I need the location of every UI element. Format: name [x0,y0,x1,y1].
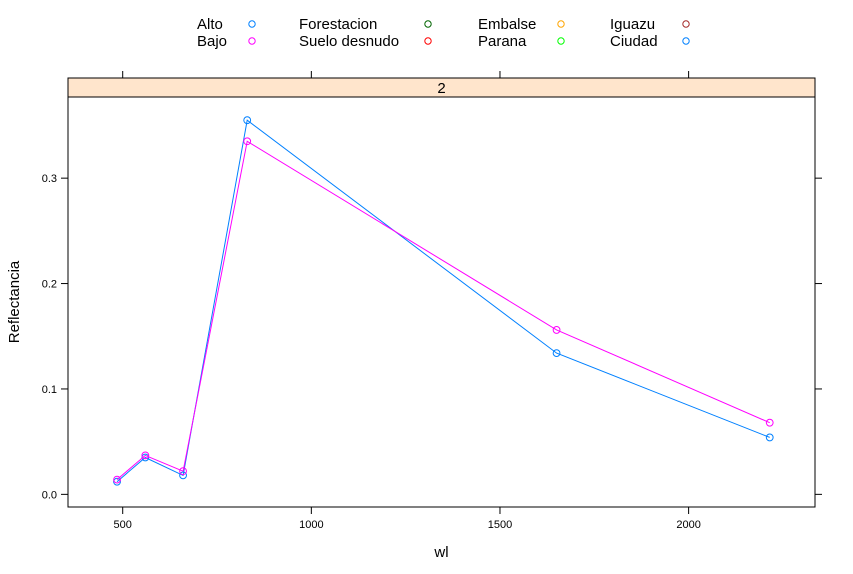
data-point-alto [765,433,774,442]
x-tick-label: 500 [114,519,132,531]
y-tick-label: 0.1 [42,384,57,396]
plot-frame [67,96,816,508]
data-point-alto [243,116,252,125]
legend-marker [248,20,256,28]
data-point-alto [141,453,150,462]
x-tick-label: 2000 [676,519,700,531]
x-tick-label: 1000 [299,519,323,531]
y-tick-label: 0.3 [42,173,57,185]
axes: 2 500 1000 1500 2000 0.0 0.1 0.2 0.3 wl Reflectanc… [6,71,822,561]
data-point-alto [113,477,121,486]
legend-marker [682,37,690,45]
data-point-bajo [243,137,252,146]
x-tick-label: 1500 [488,519,512,531]
data-point-bajo [113,475,121,484]
data-point-bajo [552,326,561,334]
strip-label: 2 [437,80,445,97]
legend-label: Forestacion [299,16,377,33]
legend-marker [424,20,432,28]
legend-label: Ciudad [610,33,658,50]
legend-marker [682,20,690,28]
legend-label: Bajo [197,33,227,50]
series-line-alto [116,119,770,483]
legend-label: Alto [197,16,223,33]
data-point-alto [552,349,561,358]
legend-marker [248,37,256,45]
x-axis-title: wl [433,544,448,561]
data-point-bajo [141,451,150,460]
legend-marker [557,37,565,45]
y-tick-label: 0.2 [42,279,57,291]
series-line-bajo [116,140,770,480]
series-group [113,116,774,486]
y-tick-label: 0.0 [42,489,57,501]
legend-label: Embalse [478,16,536,33]
data-point-bajo [765,418,774,427]
legend-label: Suelo desnudo [299,33,399,50]
data-point-alto [179,471,187,480]
legend-label: Iguazu [610,16,655,33]
legend-marker [557,20,565,28]
legend-label: Parana [478,33,527,50]
data-point-bajo [179,467,187,476]
legend-marker [424,37,432,45]
y-axis-title: Reflectancia [6,260,23,343]
